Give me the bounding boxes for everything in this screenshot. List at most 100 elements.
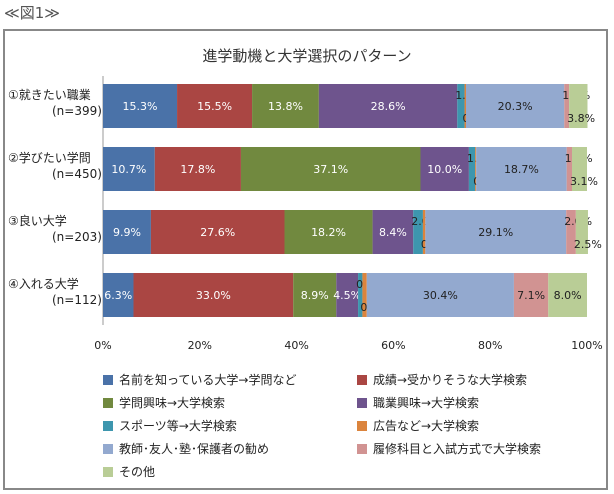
bar-segment bbox=[366, 273, 514, 317]
x-tick-label: 80% bbox=[478, 339, 502, 352]
figure-label: ≪図1≫ bbox=[4, 4, 60, 22]
bar-segment bbox=[252, 84, 319, 128]
data-label: 15.3% bbox=[123, 100, 158, 113]
data-label: 9.9% bbox=[113, 226, 141, 239]
legend-label: 教師･友人･塾･保護者の勧め bbox=[119, 442, 270, 456]
data-label: 3.1% bbox=[570, 175, 598, 188]
bar-segment bbox=[466, 84, 565, 128]
bar-segment bbox=[103, 84, 178, 128]
bar-segment bbox=[133, 273, 294, 317]
data-label: 37.1% bbox=[313, 163, 348, 176]
category-label: (n=450) bbox=[52, 167, 102, 181]
data-label: 3.8% bbox=[567, 112, 595, 125]
bar-segment bbox=[566, 147, 572, 191]
bar-segment bbox=[468, 147, 476, 191]
data-label: 15.5% bbox=[197, 100, 232, 113]
bar-segment bbox=[476, 147, 567, 191]
legend-item: スポーツ等→大学検索 bbox=[103, 417, 237, 434]
legend-item: 広告など→大学検索 bbox=[357, 417, 479, 434]
data-label: 20.3% bbox=[498, 100, 533, 113]
category-label: (n=399) bbox=[52, 104, 102, 118]
category-label: ①就きたい職業 bbox=[8, 88, 91, 102]
legend-label: スポーツ等→大学検索 bbox=[119, 419, 237, 433]
legend-label: 学問興味→大学検索 bbox=[119, 396, 226, 410]
x-tick-label: 100% bbox=[571, 339, 602, 352]
legend-item: 職業興味→大学検索 bbox=[357, 394, 479, 411]
x-tick-label: 40% bbox=[284, 339, 308, 352]
legend-item: 学問興味→大学検索 bbox=[103, 394, 225, 411]
bar-segment bbox=[475, 147, 477, 191]
bar-segment bbox=[564, 84, 570, 128]
data-label: 8.9% bbox=[301, 289, 329, 302]
bar-segment bbox=[464, 84, 466, 128]
bar-segment bbox=[362, 273, 367, 317]
legend-swatch bbox=[103, 443, 113, 454]
data-label: 10.0% bbox=[427, 163, 462, 176]
legend-item: 成績→受かりそうな大学検索 bbox=[357, 371, 527, 388]
bar-segment bbox=[336, 273, 359, 317]
data-label: 33.0% bbox=[196, 289, 231, 302]
data-label: 8.0% bbox=[554, 289, 582, 302]
bar-segment bbox=[420, 147, 469, 191]
data-label: 30.4% bbox=[423, 289, 458, 302]
x-tick-label: 60% bbox=[381, 339, 405, 352]
bar-segment bbox=[240, 147, 421, 191]
bar-segment bbox=[575, 210, 588, 254]
legend-label: 名前を知っている大学→学問など bbox=[119, 373, 297, 387]
data-label: 2.5% bbox=[574, 238, 602, 251]
bar-segment bbox=[422, 210, 426, 254]
category-label: ④入れる大学 bbox=[8, 276, 79, 291]
bar-segment bbox=[103, 147, 155, 191]
legend-swatch bbox=[103, 397, 113, 408]
bar-segment bbox=[150, 210, 285, 254]
bar-segment bbox=[372, 210, 414, 254]
legend-item: その他 bbox=[103, 463, 155, 480]
bar-segment bbox=[103, 210, 151, 254]
data-label: 18.7% bbox=[504, 163, 539, 176]
legend-item: 履修科目と入試方式で大学検索 bbox=[357, 440, 541, 457]
x-tick-label: 20% bbox=[188, 339, 212, 352]
legend-item: 教師･友人･塾･保護者の勧め bbox=[103, 440, 269, 457]
bar-segment bbox=[571, 147, 587, 191]
category-label: (n=203) bbox=[52, 230, 102, 244]
bar-segment bbox=[425, 210, 567, 254]
legend-label: 職業興味→大学検索 bbox=[373, 396, 480, 410]
bar-segment bbox=[457, 84, 465, 128]
legend-swatch bbox=[103, 374, 113, 385]
chart-title: 進学動機と大学選択のパターン bbox=[202, 47, 412, 65]
x-tick-label: 0% bbox=[94, 339, 111, 352]
data-label: 27.6% bbox=[200, 226, 235, 239]
bar-segment bbox=[284, 210, 373, 254]
data-label: 28.6% bbox=[371, 100, 406, 113]
legend-swatch bbox=[103, 420, 113, 431]
bar-segment bbox=[569, 84, 588, 128]
data-label: 8.4% bbox=[379, 226, 407, 239]
legend-label: 広告など→大学検索 bbox=[373, 419, 480, 433]
data-label: 13.8% bbox=[268, 100, 303, 113]
bar-segment bbox=[103, 273, 134, 317]
data-label: 18.2% bbox=[311, 226, 346, 239]
bar-segment bbox=[358, 273, 363, 317]
data-label: 4.5% bbox=[333, 289, 361, 302]
data-label: 7.1% bbox=[517, 289, 545, 302]
legend-label: その他 bbox=[119, 465, 156, 479]
bar-segment bbox=[513, 273, 549, 317]
bar-segment bbox=[318, 84, 458, 128]
bar-segment bbox=[293, 273, 337, 317]
legend-swatch bbox=[357, 443, 367, 454]
legend-swatch bbox=[357, 420, 367, 431]
legend-item: 名前を知っている大学→学問など bbox=[103, 371, 296, 388]
legend-swatch bbox=[357, 374, 367, 385]
category-label: ③良い大学 bbox=[8, 213, 67, 228]
bar-segment bbox=[177, 84, 253, 128]
data-label: 6.3% bbox=[104, 289, 132, 302]
bar-segment bbox=[566, 210, 576, 254]
legend-label: 履修科目と入試方式で大学検索 bbox=[373, 442, 542, 456]
bar-segment bbox=[548, 273, 587, 317]
chart-frame bbox=[3, 29, 608, 490]
data-label: 29.1% bbox=[478, 226, 513, 239]
legend-swatch bbox=[357, 397, 367, 408]
bar-segment bbox=[154, 147, 241, 191]
category-label: (n=112) bbox=[52, 293, 102, 307]
